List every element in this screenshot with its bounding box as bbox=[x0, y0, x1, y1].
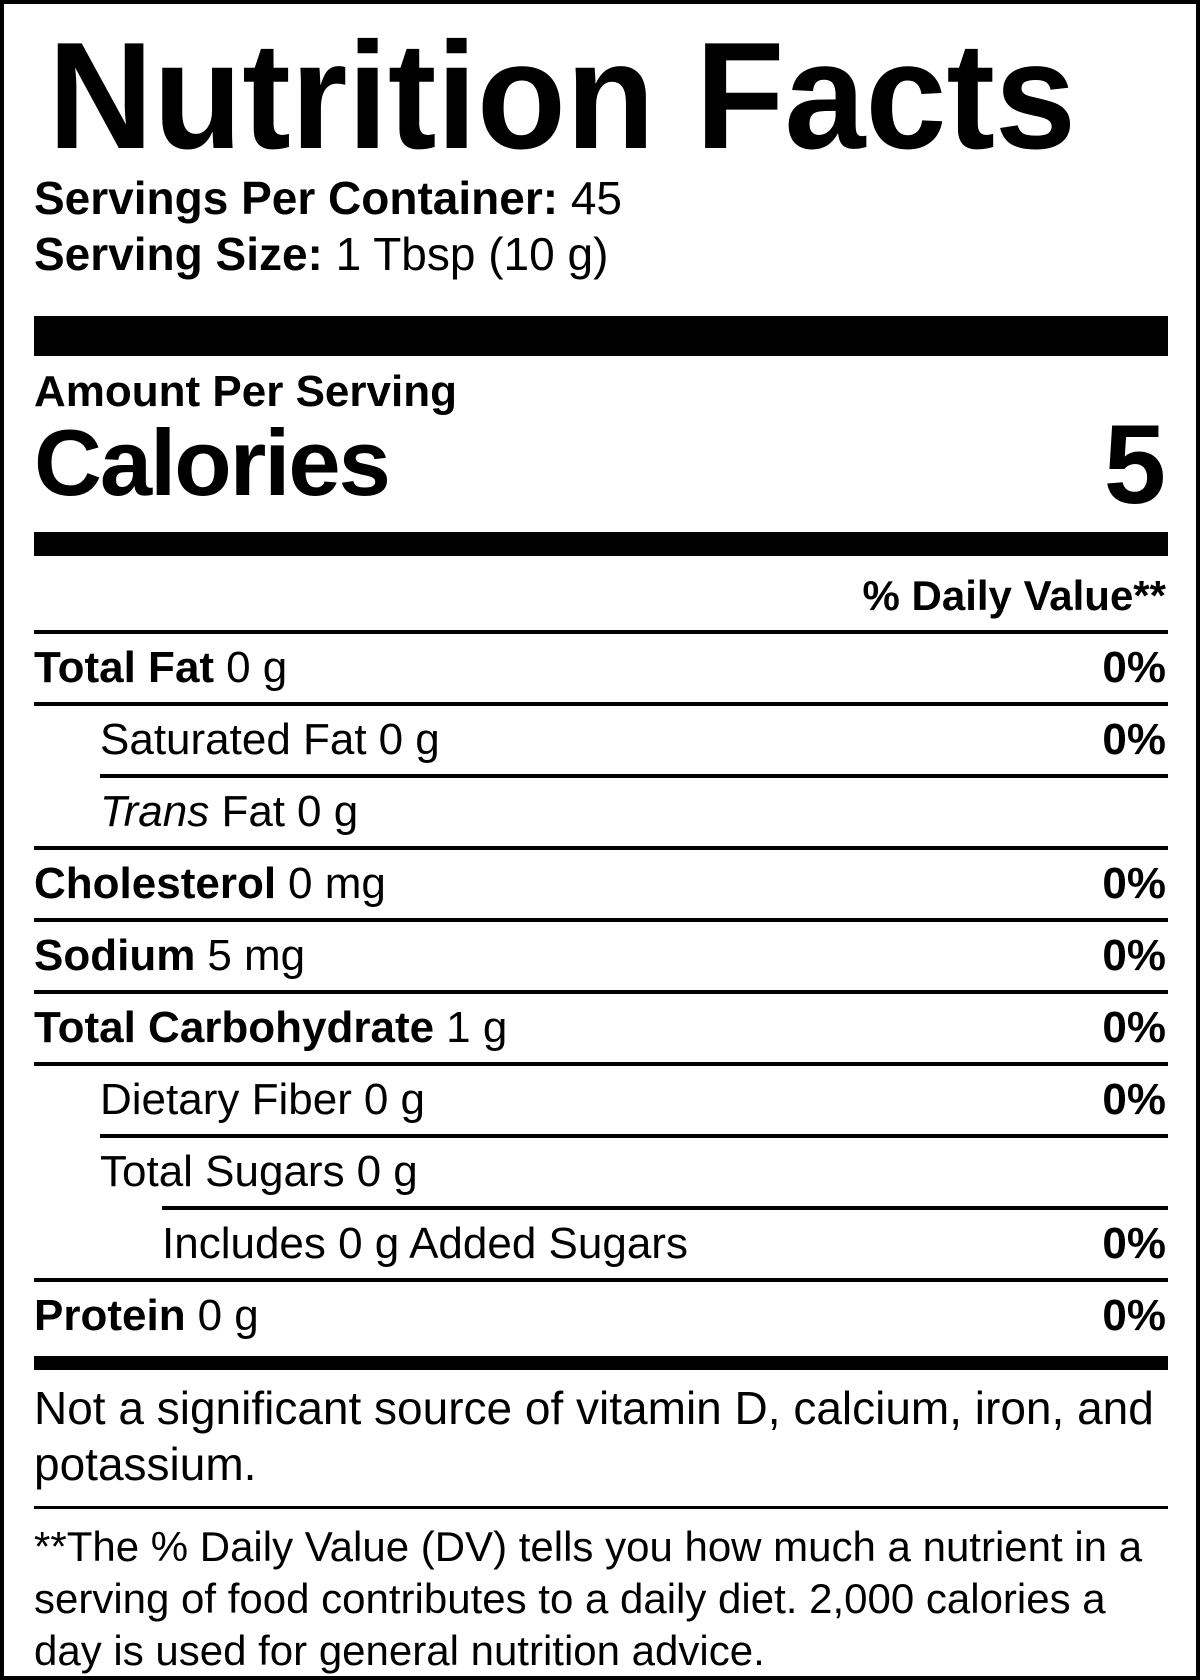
insignificant-nutrients-note: Not a significant source of vitamin D, c… bbox=[34, 1382, 1154, 1490]
nutrient-name: Protein 0 g bbox=[34, 1291, 259, 1340]
nutrient-name: Cholesterol 0 mg bbox=[34, 859, 386, 908]
nutrient-row-protein: Protein 0 g 0% bbox=[34, 1282, 1168, 1350]
label-title-graphic: Nutrition Facts bbox=[48, 11, 1076, 181]
divider-bar-medium bbox=[34, 532, 1168, 556]
nutrient-name: Saturated Fat 0 g bbox=[100, 715, 440, 764]
servings-per-container-value: 45 bbox=[570, 172, 622, 224]
nutrient-dv: 0% bbox=[1102, 1003, 1166, 1052]
nutrient-name: Total Sugars 0 g bbox=[100, 1147, 418, 1196]
separator bbox=[34, 630, 1168, 634]
servings-per-container-label: Servings Per Container: bbox=[34, 172, 559, 224]
divider-bar-small bbox=[34, 1356, 1168, 1370]
amount-per-serving-label: Amount Per Serving bbox=[34, 367, 457, 416]
separator bbox=[100, 774, 1168, 778]
nutrient-dv: 0% bbox=[1102, 1219, 1166, 1268]
separator bbox=[34, 1062, 1168, 1066]
separator bbox=[100, 1134, 1168, 1138]
nutrient-dv: 0% bbox=[1102, 715, 1166, 764]
calories-label: Calories bbox=[34, 410, 391, 515]
separator bbox=[34, 846, 1168, 850]
daily-value-header: % Daily Value** bbox=[862, 572, 1167, 619]
nutrient-row-total-carbohydrate: Total Carbohydrate 1 g 0% bbox=[34, 994, 1168, 1062]
nutrient-row-added-sugars: Includes 0 g Added Sugars 0% bbox=[34, 1210, 1168, 1278]
serving-size: Serving Size: 1 Tbsp (10 g) bbox=[34, 226, 1168, 282]
separator bbox=[34, 918, 1168, 922]
nutrient-dv: 0% bbox=[1102, 859, 1166, 908]
separator-thin bbox=[34, 1506, 1168, 1509]
nutrient-name: Includes 0 g Added Sugars bbox=[162, 1219, 688, 1268]
nutrient-dv: 0% bbox=[1102, 643, 1166, 692]
nutrient-dv: 0% bbox=[1102, 931, 1166, 980]
nutrient-row-total-fat: Total Fat 0 g 0% bbox=[34, 634, 1168, 702]
nutrient-name: Sodium 5 mg bbox=[34, 931, 306, 980]
nutrient-row-dietary-fiber: Dietary Fiber 0 g 0% bbox=[34, 1066, 1168, 1134]
calories-row: Calories 5 bbox=[34, 402, 1168, 527]
nutrient-row-cholesterol: Cholesterol 0 mg 0% bbox=[34, 850, 1168, 918]
nutrient-name: Trans Fat 0 g bbox=[100, 787, 359, 836]
serving-size-value: 1 Tbsp (10 g) bbox=[335, 228, 609, 280]
nutrient-name: Total Fat 0 g bbox=[34, 643, 288, 692]
nutrient-row-saturated-fat: Saturated Fat 0 g 0% bbox=[34, 706, 1168, 774]
daily-value-footnote: **The % Daily Value (DV) tells you how m… bbox=[34, 1523, 1143, 1674]
nutrient-name: Total Carbohydrate 1 g bbox=[34, 1003, 508, 1052]
nutrient-name: Dietary Fiber 0 g bbox=[100, 1075, 426, 1124]
serving-size-label: Serving Size: bbox=[34, 228, 323, 280]
label-title-wrap: Nutrition Facts bbox=[34, 11, 1168, 181]
nutrient-row-trans-fat: Trans Fat 0 g bbox=[34, 778, 1168, 846]
serving-info: Servings Per Container: 45 Serving Size:… bbox=[34, 170, 1168, 282]
nutrient-row-sodium: Sodium 5 mg 0% bbox=[34, 922, 1168, 990]
page-title: Nutrition Facts bbox=[48, 34, 1076, 156]
servings-per-container: Servings Per Container: 45 bbox=[34, 170, 1168, 226]
separator bbox=[34, 990, 1168, 994]
nutrient-dv: 0% bbox=[1102, 1291, 1166, 1340]
divider-bar-thick bbox=[34, 316, 1168, 356]
calories-value: 5 bbox=[1103, 402, 1166, 527]
separator bbox=[34, 702, 1168, 706]
separator bbox=[162, 1206, 1168, 1210]
nutrient-dv: 0% bbox=[1102, 1075, 1166, 1124]
separator bbox=[34, 1278, 1168, 1282]
nutrient-row-total-sugars: Total Sugars 0 g bbox=[34, 1138, 1168, 1206]
